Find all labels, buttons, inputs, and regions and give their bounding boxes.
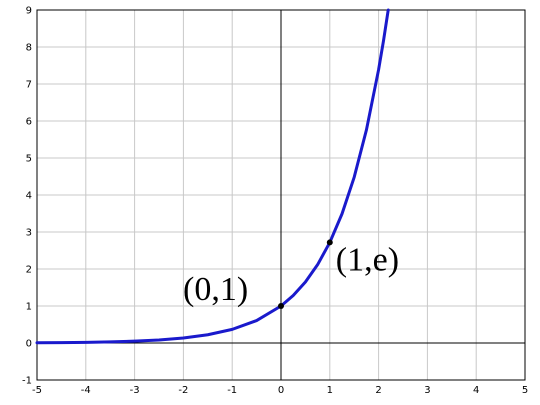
x-tick-label: 3 (424, 385, 430, 396)
y-tick-label: 3 (26, 228, 32, 239)
point-marker (326, 239, 333, 246)
y-tick-label: -1 (22, 376, 32, 387)
x-tick-label: -3 (130, 385, 140, 396)
tick-labels: -5 -4 -3 -2 -1 0 1 2 3 4 5 -1 0 1 2 3 4 5 6 7 8 9 (22, 6, 528, 397)
x-tick-label: 5 (522, 385, 528, 396)
y-tick-label: 1 (26, 302, 32, 313)
y-tick-label: 4 (26, 191, 32, 202)
point-label: (1,e) (336, 241, 399, 278)
point-marker (278, 303, 284, 309)
x-tick-label: -4 (81, 385, 91, 396)
x-tick-label: 1 (327, 385, 333, 396)
x-tick-label: -1 (227, 385, 237, 396)
plot-frame (36, 9, 526, 381)
y-tick-label: 6 (26, 117, 32, 128)
y-tick-label: 2 (26, 265, 32, 276)
x-tick-label: 2 (375, 385, 381, 396)
x-tick-label: 0 (278, 385, 284, 396)
x-tick-label: -5 (32, 385, 42, 396)
y-tick-label: 7 (26, 80, 32, 91)
y-tick-label: 0 (26, 339, 32, 350)
point-label: (0,1) (183, 271, 248, 308)
point-layer: (0,1) (1,e) (183, 239, 399, 309)
y-tick-label: 8 (26, 43, 32, 54)
x-tick-label: -2 (178, 385, 188, 396)
x-tick-label: 4 (473, 385, 479, 396)
y-tick-label: 5 (26, 154, 32, 165)
y-tick-label: 9 (26, 6, 32, 17)
